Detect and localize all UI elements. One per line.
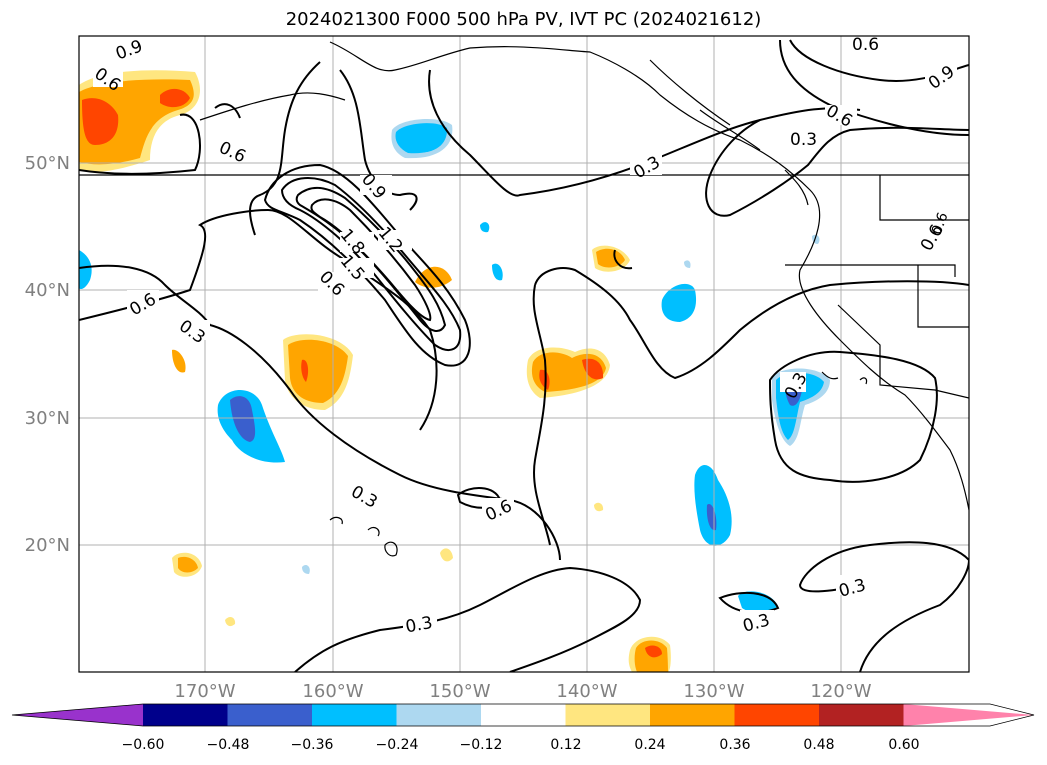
colorbar-cell xyxy=(819,704,904,726)
latitude-labels: 50°N 40°N 30°N 20°N xyxy=(25,153,70,556)
colorbar-tick-label: −0.24 xyxy=(376,737,419,753)
contour-label: 0.6 xyxy=(929,210,952,236)
lat-label: 30°N xyxy=(25,408,70,429)
colorbar-extend-high xyxy=(903,704,1034,726)
colorbar-tick-label: −0.12 xyxy=(460,737,503,753)
contour-label: 0.3 xyxy=(790,130,817,150)
colorbar: −0.60 −0.48 −0.36 −0.24 −0.12 0.12 0.24 … xyxy=(11,703,1035,753)
colorbar-cell xyxy=(312,704,397,726)
colorbar-tick-label: 0.12 xyxy=(550,737,581,753)
contour-label: 0.3 xyxy=(404,613,434,637)
coastlines xyxy=(79,41,969,557)
colorbar-tick-label: −0.60 xyxy=(122,737,165,753)
colorbar-cell xyxy=(227,704,313,726)
colorbar-cell xyxy=(650,704,735,726)
lat-label: 40°N xyxy=(25,280,70,301)
map-graticule xyxy=(79,36,969,672)
longitude-labels: 170°W 160°W 150°W 140°W 130°W 120°W xyxy=(174,681,871,702)
colorbar-extend-low xyxy=(12,704,143,726)
lat-label: 50°N xyxy=(25,153,70,174)
lon-label: 120°W xyxy=(810,681,871,702)
colorbar-outline xyxy=(11,703,1035,727)
lon-label: 170°W xyxy=(174,681,235,702)
colorbar-tick-label: 0.60 xyxy=(888,737,919,753)
colorbar-cell xyxy=(481,704,566,726)
lat-label: 20°N xyxy=(25,535,70,556)
lon-label: 130°W xyxy=(683,681,744,702)
lon-label: 140°W xyxy=(556,681,617,702)
colorbar-cell xyxy=(396,704,482,726)
lon-label: 160°W xyxy=(302,681,363,702)
colorbar-cell xyxy=(734,704,820,726)
colorbar-cell xyxy=(143,704,228,726)
colorbar-tick-label: −0.36 xyxy=(291,737,334,753)
map-title: 2024021300 F000 500 hPa PV, IVT PC (2024… xyxy=(285,9,762,30)
lon-label: 150°W xyxy=(429,681,490,702)
colorbar-tick-label: 0.24 xyxy=(634,737,665,753)
colorbar-tick-label: −0.48 xyxy=(207,737,250,753)
colorbar-tick-label: 0.48 xyxy=(803,737,834,753)
colorbar-tick-label: 0.36 xyxy=(719,737,750,753)
map-panel: 0.9 0.6 0.6 0.6 1.8 1.5 1.2 0.9 0.6 0.6 xyxy=(78,35,970,673)
contour-label: 0.6 xyxy=(852,35,879,55)
colorbar-cell xyxy=(565,704,651,726)
